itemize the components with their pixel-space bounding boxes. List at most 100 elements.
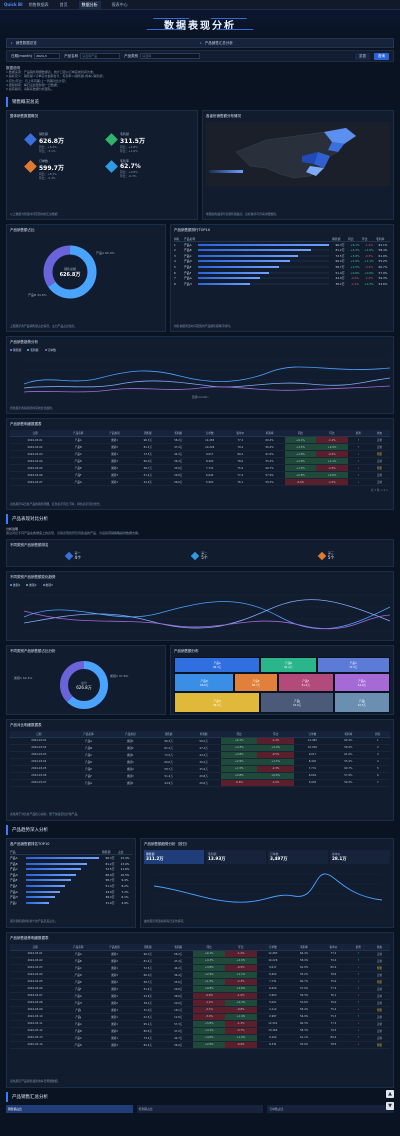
table-row[interactable]: 2024-03-02 产品B 类别2 81.2万 47.4万 10,226 79.4 58.4… (10, 443, 390, 452)
table-row[interactable]: 2024-03-05 产品E 类别2 58.7万 35.6万 7,731 75.9 60.7%… (10, 464, 390, 473)
table-row[interactable]: 2024-03-04 产品D 类别3 66.0万 36.4万 +2.9% +1.1% 8,40… (10, 971, 390, 979)
table-row[interactable]: 2024-03-12 产品B 类别2 80.6万 47.0万 +4.1% -0.7% 10,1… (10, 1027, 390, 1035)
table-row[interactable]: 2024-03-05 产品E 类别2 58.7万 35.6万 +1.5% -2.3% 7,73… (10, 978, 390, 986)
rank2-row[interactable]: 产品I 31.0万 4.9% (10, 900, 132, 906)
table-header[interactable]: 订单数 (193, 430, 226, 438)
table-header[interactable]: 产品名称 (60, 943, 97, 951)
treemap-cell[interactable]: 产品J 22.5万 (333, 692, 390, 713)
ranking-row[interactable]: 4 产品D 66.0万 +2.9% +1.1% 55.2% (174, 259, 390, 265)
treemap-cell[interactable]: 产品B 81.2万 (260, 656, 317, 674)
legend-sales[interactable]: 销售额 (10, 348, 21, 352)
ranking-row[interactable]: 8 产品H 38.2万 -1.4% +0.3% 54.6% (174, 281, 390, 287)
table-row[interactable]: 2024-03-06 产品F 类别3 51.4万 29.8万 +0.8% +0.6% 6,64… (10, 985, 390, 993)
rank2-row[interactable]: 产品H 38.2万 6.1% (10, 894, 132, 900)
nav-tab-analysis[interactable]: 数据分析 (78, 0, 101, 9)
product-treemap[interactable]: 产品A 96.3万 产品B 81.2万 产品C 72.5万产品D 66.0万 产品E 58.7万… (174, 656, 390, 713)
table-header[interactable]: 排名 (365, 730, 390, 738)
category-donut-chart[interactable]: 总计 626.8万 类别1 62.4% 类别2 37.6% (10, 657, 164, 713)
table-header[interactable]: 毛利率 (331, 730, 366, 738)
tab-sales-overview[interactable]: ▸ 销售数据总览 (11, 40, 37, 46)
ranking-row[interactable]: 2 产品B 81.2万 +4.3% +2.0% 58.4% (174, 247, 390, 253)
table-header[interactable]: 状态 (368, 430, 390, 438)
table-header[interactable]: 客单价 (319, 943, 348, 951)
table-header[interactable]: 毛利率 (254, 430, 285, 438)
table-row[interactable]: 2024-03-13 产品C 类别1 73.2万 44.7万 +4.0% +1.0% 9,10… (10, 1034, 390, 1042)
treemap-cell[interactable]: 产品F 51.4万 (277, 673, 334, 693)
table-header[interactable]: 环比 (257, 730, 294, 738)
scroll-up-button[interactable]: ▲ (386, 1090, 394, 1098)
table-header[interactable]: 状态 (368, 943, 390, 951)
table-header[interactable]: 产品类别 (109, 730, 152, 738)
table-row[interactable]: 2024-03-08 产品H 类别2 38.2万 20.9万 -1.4% +0.3% 5,02… (10, 999, 390, 1007)
table-pagination-1[interactable]: 共 7 条 < 1 > (371, 489, 388, 493)
treemap-cell[interactable]: 产品I 31.0万 (260, 692, 334, 713)
rank2-row[interactable]: 产品A 96.3万 15.4% (10, 855, 132, 861)
table-header[interactable]: 日期 (10, 943, 61, 951)
summary-tab-sales[interactable]: 销售额占比 (6, 1104, 133, 1113)
table-header[interactable]: 环比 (316, 430, 348, 438)
trend-line-chart-3[interactable] (144, 866, 384, 910)
table-row[interactable]: 2024-03-04 产品D 类别3 66.0万 36.4万 +2.9% +1.1% 8,40… (10, 758, 390, 766)
summary-tab-profit[interactable]: 毛利额占比 (136, 1104, 264, 1113)
table-row[interactable]: 2024-03-09 产品I 类别3 31.0万 18.1万 -2.1% -0.8% 4,11… (10, 1006, 390, 1014)
table-header[interactable]: 毛利率 (289, 943, 320, 951)
table-row[interactable]: 2024-03-01 产品A 类别1 96.3万 58.2万 12,483 77.2 60.4… (10, 436, 390, 445)
table-header[interactable]: 产品名称 (67, 730, 110, 738)
treemap-cell[interactable]: 产品G 44.9万 (333, 673, 390, 693)
table-row[interactable]: 2024-03-03 产品C 类别1 72.5万 44.2万 +3.8% -0.5% 9,01… (10, 964, 390, 972)
date-filter-select[interactable]: 2024-3 (34, 53, 61, 59)
query-button[interactable]: 查询 (374, 52, 389, 60)
table-header[interactable]: 客单价 (225, 430, 255, 438)
table-row[interactable]: 2024-03-01 产品A 类别1 96.3万 58.2万 +6.1% -1.2% 12,4… (10, 737, 390, 745)
table-header[interactable]: 销售额 (151, 730, 187, 738)
table-row[interactable]: 2024-03-04 产品D 类别3 66.0万 36.4万 8,402 78.6 55.2%… (10, 457, 390, 466)
table-row[interactable]: 2024-03-02 产品B 类别2 81.2万 47.4万 +4.3% +2.0% 10,2… (10, 744, 390, 752)
ranking-row[interactable]: 1 产品A 96.3万 +6.1% -1.2% 62.1% (174, 242, 390, 248)
category-filter-select[interactable]: 请选择 (140, 53, 201, 59)
table-row[interactable]: 2024-03-10 产品J 类别1 22.5万 12.8万 -3.0% +1.4% 2,98… (10, 1013, 390, 1021)
table-header[interactable]: 毛利额 (163, 943, 194, 951)
china-map[interactable] (206, 122, 390, 187)
table-header[interactable]: 产品类别 (96, 943, 133, 951)
table-header[interactable]: 订单数 (293, 730, 332, 738)
table-row[interactable]: 2024-03-07 产品G 类别1 44.9万 26.6万 -0.6% -1.0% 5,90… (10, 779, 390, 787)
treemap-cell[interactable]: 产品A 96.3万 (174, 656, 261, 674)
trend-line-chart-1[interactable]: 日期(month) (10, 354, 392, 400)
table-row[interactable]: 2024-03-14 产品D 类别3 65.4万 36.0万 +2.6% -0.9% 8,33… (10, 1041, 390, 1049)
metric-tab[interactable]: 客单价 28.1万 (330, 849, 390, 864)
metric-tab[interactable]: 销售额 311.2万 (144, 849, 204, 864)
table-header[interactable]: 同比 (284, 430, 317, 438)
table-header[interactable]: 订单数 (256, 943, 290, 951)
table-row[interactable]: 2024-03-07 产品G 类别1 44.9万 26.6万 5,903 76.1 59.3%… (10, 478, 390, 487)
legend-cat1[interactable]: 类别1 (10, 583, 20, 587)
table-header[interactable]: 同比 (193, 943, 226, 951)
table-header[interactable]: 销售额 (132, 943, 164, 951)
sales-donut-chart[interactable]: 销售总额 626.8万 产品A 65.4% 产品B 34.6% (10, 236, 164, 306)
ranking-row[interactable]: 6 产品F 51.4万 +0.8% +0.6% 57.9% (174, 270, 390, 276)
ranking-row[interactable]: 3 产品C 72.5万 +3.8% -0.5% 61.0% (174, 253, 390, 259)
treemap-cell[interactable]: 产品H 38.2万 (174, 692, 261, 713)
table-header[interactable]: 日期 (10, 430, 61, 438)
treemap-cell[interactable]: 产品D 66.0万 (174, 673, 235, 693)
treemap-cell[interactable]: 产品C 72.5万 (316, 656, 390, 674)
table-row[interactable]: 2024-03-06 产品F 类别3 51.4万 29.8万 6,644 77.4 57.9%… (10, 471, 390, 480)
table-header[interactable]: 毛利额 (163, 430, 194, 438)
rank2-row[interactable]: 产品E 58.7万 9.4% (10, 878, 132, 884)
tab-product-summary[interactable]: ▸ 产品销售汇总分析 (200, 40, 233, 46)
treemap-cell[interactable]: 产品E 58.7万 (234, 673, 278, 693)
table-row[interactable]: 2024-03-06 产品F 类别3 51.4万 29.8万 +0.8% +0.6% 6,64… (10, 772, 390, 780)
rank2-row[interactable]: 产品B 81.2万 13.0% (10, 861, 132, 867)
table-row[interactable]: 2024-03-02 产品B 类别2 81.2万 47.4万 +4.3% +2.0% 10,2… (10, 957, 390, 965)
legend-orders[interactable]: 订单数 (44, 348, 56, 352)
legend-cat2[interactable]: 类别2 (26, 583, 37, 587)
table-row[interactable]: 2024-03-05 产品E 类别2 58.7万 35.6万 +1.5% -2.3% 7,73… (10, 765, 390, 773)
legend-cat3[interactable]: 类别3 (42, 583, 53, 587)
table-header[interactable]: 趋势 (347, 430, 369, 438)
trend-line-chart-2[interactable] (10, 587, 392, 637)
metric-tab[interactable]: 订单数 3,497万 (268, 849, 328, 864)
ranking-row[interactable]: 7 产品G 44.9万 -0.6% -1.0% 59.3% (174, 275, 390, 281)
nav-tab-reports[interactable]: 报表中心 (111, 1, 128, 7)
table-header[interactable]: 毛利额 (186, 730, 222, 738)
rank2-row[interactable]: 产品D 66.0万 10.5% (10, 872, 132, 878)
reset-button[interactable]: 重置 (355, 52, 370, 60)
